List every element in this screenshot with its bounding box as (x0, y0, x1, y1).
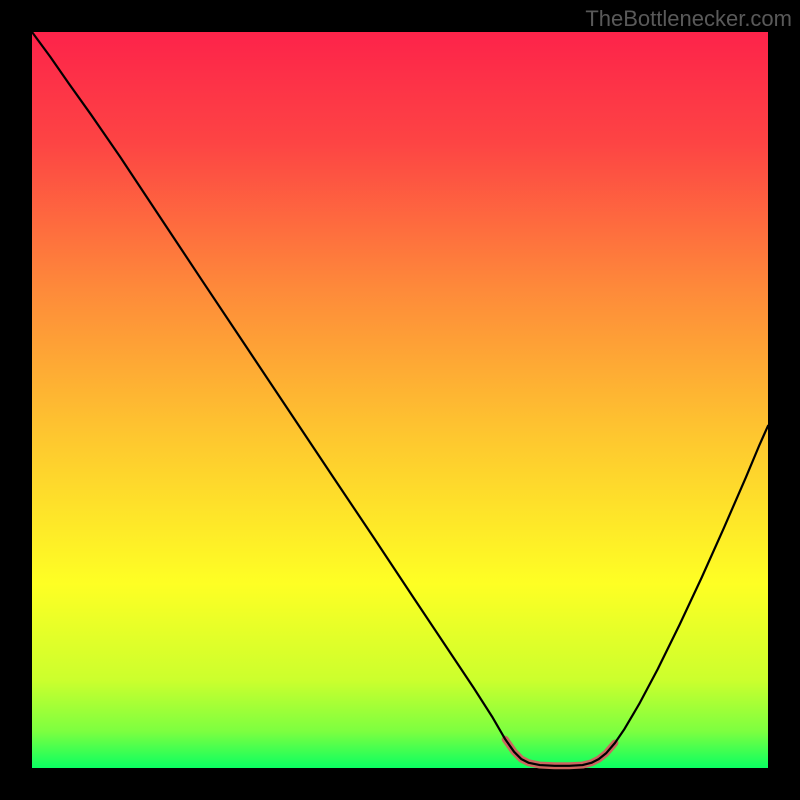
accent-curve (505, 739, 615, 765)
curve-layer (32, 32, 768, 768)
watermark-text: TheBottlenecker.com (585, 6, 792, 32)
main-curve (32, 32, 768, 766)
bottleneck-chart: TheBottlenecker.com (0, 0, 800, 800)
plot-area (32, 32, 768, 768)
